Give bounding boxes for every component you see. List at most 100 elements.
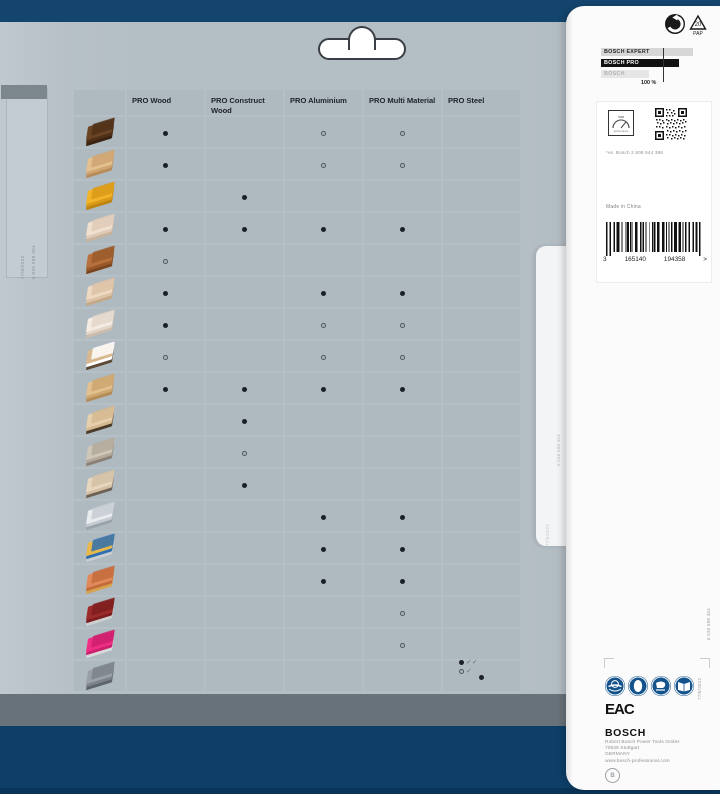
card-article-code: 6 035 588 304 xyxy=(706,608,711,640)
table-row xyxy=(74,597,520,627)
compat-cell-pro_steel xyxy=(443,437,520,467)
ean-digit-1: 165140 xyxy=(624,256,646,263)
rating-full-dot-icon xyxy=(400,547,405,552)
acrylic-sheet-icon xyxy=(83,597,117,627)
compat-cell-pro_steel xyxy=(443,597,520,627)
material-icon-cell xyxy=(74,213,125,243)
compat-cell-pro_construct_wood xyxy=(206,629,283,659)
compat-cell-pro_steel xyxy=(443,565,520,595)
compat-cell-pro_wood xyxy=(127,501,204,531)
material-icon-cell xyxy=(74,565,125,595)
qr-code[interactable] xyxy=(655,108,687,140)
left-flap-article-code: 6 035 588 304 xyxy=(31,245,36,279)
rating-open-dot-icon xyxy=(321,355,326,360)
table-row xyxy=(74,341,520,371)
table-row xyxy=(74,373,520,403)
column-header-pro-wood: PRO Wood xyxy=(127,90,204,115)
compat-cell-pro_construct_wood xyxy=(206,597,283,627)
compat-cell-pro_steel xyxy=(443,405,520,435)
rating-full-dot-icon xyxy=(242,419,247,424)
table-row xyxy=(74,181,520,211)
compat-cell-pro_wood xyxy=(127,533,204,563)
compat-cell-pro_wood xyxy=(127,405,204,435)
svg-text:max: max xyxy=(618,115,625,119)
compat-cell-pro_aluminium xyxy=(285,245,362,275)
mdf-board-icon xyxy=(83,213,117,243)
made-in-text: Made in China xyxy=(606,204,641,210)
ean-digit-2: 194358 xyxy=(663,256,686,263)
compat-cell-pro_wood xyxy=(127,341,204,371)
ear-protection-icon xyxy=(651,676,671,696)
rating-open-dot-icon xyxy=(163,259,168,264)
rating-full-dot-icon xyxy=(242,483,247,488)
coated-profile-icon xyxy=(83,533,117,563)
rating-open-dot-icon xyxy=(400,355,405,360)
compat-cell-pro_multi_material xyxy=(364,309,441,339)
material-icon-cell xyxy=(74,533,125,563)
compat-cell-pro_multi_material xyxy=(364,501,441,531)
address-legal-name: Robert Bosch Power Tools GmbH xyxy=(605,740,680,745)
compat-cell-pro_multi_material xyxy=(364,437,441,467)
rating-full-dot-icon xyxy=(321,291,326,296)
table-row xyxy=(74,117,520,147)
label-info-box xyxy=(596,101,712,283)
material-icon-cell xyxy=(74,661,125,691)
compat-cell-pro_construct_wood xyxy=(206,213,283,243)
table-row xyxy=(74,501,520,531)
tier-percent-label: 100 % xyxy=(641,80,657,86)
table-row xyxy=(74,629,520,659)
crop-mark-top-left xyxy=(604,658,614,668)
compat-cell-pro_construct_wood xyxy=(206,469,283,499)
steel-profile-icon xyxy=(83,661,117,691)
compat-cell-pro_wood xyxy=(127,149,204,179)
compat-cell-pro_multi_material xyxy=(364,213,441,243)
rating-full-dot-icon xyxy=(400,387,405,392)
compat-cell-pro_steel xyxy=(443,341,520,371)
compat-cell-pro_aluminium xyxy=(285,533,362,563)
compat-cell-pro_aluminium xyxy=(285,213,362,243)
compat-cell-pro_wood xyxy=(127,309,204,339)
compat-cell-pro_steel xyxy=(443,117,520,147)
rating-full-dot-icon xyxy=(163,387,168,392)
table-row xyxy=(74,437,520,467)
table-row xyxy=(74,533,520,563)
column-header-pro-aluminium: PRO Aluminium xyxy=(285,90,362,115)
rating-full-dot-icon xyxy=(242,387,247,392)
material-icon-cell xyxy=(74,373,125,403)
table-row xyxy=(74,469,520,499)
rating-full-dot-icon xyxy=(400,579,405,584)
compat-cell-pro_steel xyxy=(443,469,520,499)
compat-cell-pro_wood xyxy=(127,213,204,243)
compat-cell-pro_multi_material xyxy=(364,149,441,179)
compat-cell-pro_aluminium xyxy=(285,629,362,659)
glued-timber-icon xyxy=(83,405,117,435)
flap-article-code: 6 035 588 304 xyxy=(556,434,561,466)
compat-cell-pro_construct_wood xyxy=(206,373,283,403)
column-header-pro-steel: PRO Steel xyxy=(443,90,520,115)
tier-bar-pro: BOSCH PRO xyxy=(601,59,679,67)
card-fold-shadow xyxy=(566,6,573,790)
bosch-wordmark: BOSCH xyxy=(605,727,646,739)
compat-cell-pro_aluminium xyxy=(285,501,362,531)
rating-open-dot-icon xyxy=(163,355,168,360)
performance-tier-chart: BOSCH EXPERT BOSCH PRO BOSCH 100 % xyxy=(601,48,697,88)
column-header-material xyxy=(74,90,125,115)
hardboard-icon xyxy=(83,245,117,275)
compat-cell-pro_multi_material xyxy=(364,245,441,275)
crop-mark-top-right xyxy=(700,658,710,668)
material-icon-cell xyxy=(74,469,125,499)
reference-note-text: *vs. Bosch 2 608 644 386 xyxy=(606,150,664,155)
read-manual-icon xyxy=(674,676,694,696)
compat-cell-pro_steel xyxy=(443,629,520,659)
compat-cell-pro_aluminium xyxy=(285,149,362,179)
compat-cell-pro_steel xyxy=(443,181,520,211)
rating-open-dot-icon xyxy=(242,451,247,456)
address-website[interactable]: www.bosch-professional.com xyxy=(605,758,670,764)
compat-cell-pro_wood xyxy=(127,565,204,595)
performance-gauge-icon: max performance xyxy=(608,110,634,136)
rating-full-dot-icon xyxy=(321,515,326,520)
compat-cell-pro_steel xyxy=(443,309,520,339)
ean13-barcode xyxy=(606,222,702,256)
compat-cell-pro_multi_material xyxy=(364,629,441,659)
